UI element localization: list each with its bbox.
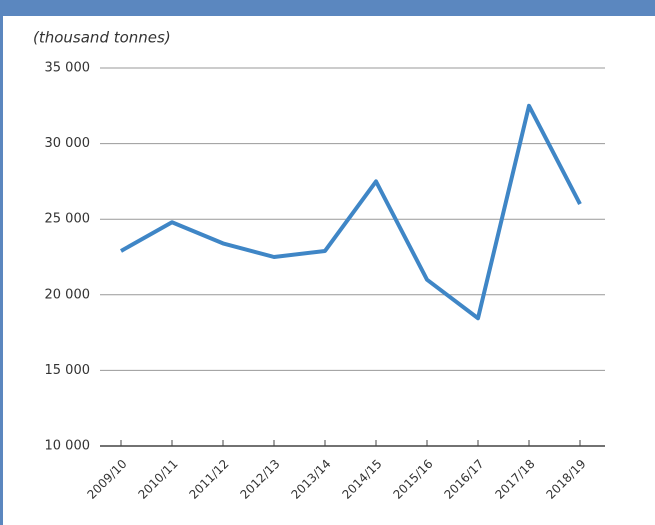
y-tick-label: 35 000: [45, 61, 91, 76]
y-tick-label: 25 000: [45, 212, 91, 227]
y-tick-label: 15 000: [45, 363, 91, 378]
y-tick-label: 30 000: [45, 136, 91, 151]
data-line: [120, 103, 582, 321]
y-tick-label: 20 000: [45, 287, 91, 302]
left-border: [0, 0, 3, 525]
unit-label: (thousand tonnes): [33, 29, 171, 47]
header-bar: [0, 0, 655, 16]
y-tick-label: 10 000: [45, 439, 91, 454]
